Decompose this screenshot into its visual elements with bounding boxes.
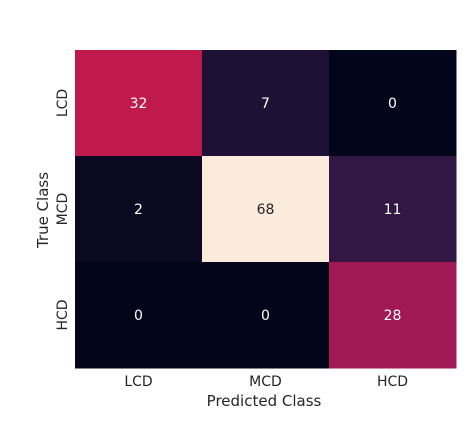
heatmap-cells xyxy=(75,50,457,369)
heatmap-cell-hcd-mcd xyxy=(202,262,330,369)
heatmap-cell-lcd-hcd xyxy=(329,50,457,157)
cell-value-label: 28 xyxy=(384,308,402,324)
y-axis-label: True Class xyxy=(34,172,52,249)
x-tick-label: LCD xyxy=(124,374,152,390)
y-tick-label: MCD xyxy=(55,193,71,226)
heatmap-cell-mcd-mcd xyxy=(202,156,330,263)
heatmap-cell-hcd-lcd xyxy=(75,262,203,369)
x-axis-label: Predicted Class xyxy=(207,392,322,410)
cell-value-label: 68 xyxy=(257,202,275,218)
y-tick-label: LCD xyxy=(55,89,71,117)
cell-value-label: 32 xyxy=(130,96,148,112)
heatmap-cell-mcd-hcd xyxy=(329,156,457,263)
cell-value-label: 0 xyxy=(261,308,270,324)
y-tick-labels: LCD MCD HCD xyxy=(55,89,71,331)
heatmap-cell-lcd-lcd xyxy=(75,50,203,157)
x-tick-labels: LCD MCD HCD xyxy=(124,374,408,390)
cell-value-label: 0 xyxy=(134,308,143,324)
x-tick-label: MCD xyxy=(249,374,282,390)
x-tick-label: HCD xyxy=(377,374,408,390)
heatmap-cell-labels: 32 7 0 2 68 11 0 0 28 xyxy=(130,96,402,324)
cell-value-label: 2 xyxy=(134,202,143,218)
y-tick-label: HCD xyxy=(55,299,71,330)
heatmap-cell-lcd-mcd xyxy=(202,50,330,157)
heatmap-cell-mcd-lcd xyxy=(75,156,203,263)
cell-value-label: 11 xyxy=(384,202,402,218)
cell-value-label: 0 xyxy=(388,96,397,112)
cell-value-label: 7 xyxy=(261,96,270,112)
heatmap-cell-hcd-hcd xyxy=(329,262,457,369)
